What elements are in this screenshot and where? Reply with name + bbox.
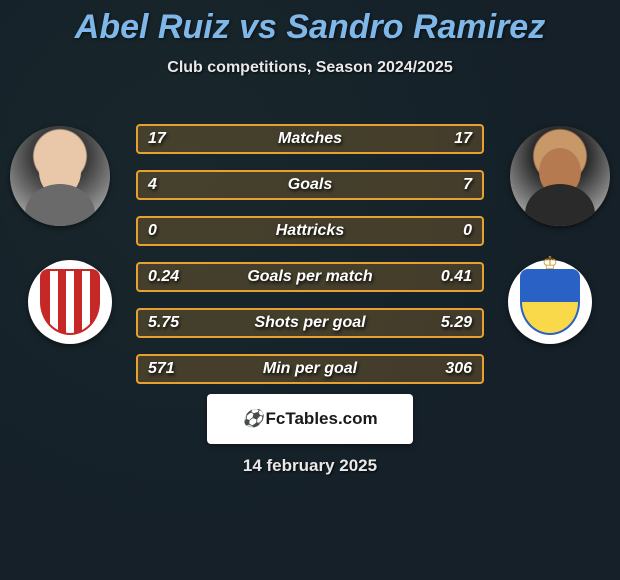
stats-table: 17 Matches 17 4 Goals 7 0 Hattricks 0 0.… (136, 124, 484, 400)
stat-left-value: 0.24 (148, 268, 179, 286)
stat-right-value: 0 (463, 222, 472, 240)
stat-label: Goals per match (247, 268, 372, 286)
stat-row: 0 Hattricks 0 (136, 216, 484, 246)
player-left-avatar (10, 126, 110, 226)
stat-row: 4 Goals 7 (136, 170, 484, 200)
page-title: Abel Ruiz vs Sandro Ramirez (0, 0, 620, 47)
stat-row: 571 Min per goal 306 (136, 354, 484, 384)
stat-row: 5.75 Shots per goal 5.29 (136, 308, 484, 338)
stat-label: Matches (278, 130, 342, 148)
stat-label: Shots per goal (254, 314, 365, 332)
attribution-text: FcTables.com (266, 409, 378, 429)
club-right-crest-shape (520, 269, 580, 335)
stat-label: Min per goal (263, 360, 357, 378)
stat-left-value: 17 (148, 130, 166, 148)
date-label: 14 february 2025 (0, 456, 620, 476)
stat-left-value: 5.75 (148, 314, 179, 332)
stat-left-value: 571 (148, 360, 175, 378)
comparison-card: Abel Ruiz vs Sandro Ramirez Club competi… (0, 0, 620, 580)
attribution-badge: ⚽ FcTables.com (207, 394, 413, 444)
stat-right-value: 17 (454, 130, 472, 148)
stat-right-value: 7 (463, 176, 472, 194)
stat-row: 0.24 Goals per match 0.41 (136, 262, 484, 292)
stat-right-value: 5.29 (441, 314, 472, 332)
stat-left-value: 0 (148, 222, 157, 240)
player-right-avatar (510, 126, 610, 226)
club-left-crest-shape (40, 269, 100, 335)
stat-label: Goals (288, 176, 332, 194)
stat-left-value: 4 (148, 176, 157, 194)
stat-right-value: 306 (445, 360, 472, 378)
stat-row: 17 Matches 17 (136, 124, 484, 154)
attribution-logo-icon: ⚽ (242, 409, 263, 429)
subtitle: Club competitions, Season 2024/2025 (0, 59, 620, 77)
club-left-crest (28, 260, 112, 344)
stat-right-value: 0.41 (441, 268, 472, 286)
club-right-crest (508, 260, 592, 344)
stat-label: Hattricks (276, 222, 344, 240)
